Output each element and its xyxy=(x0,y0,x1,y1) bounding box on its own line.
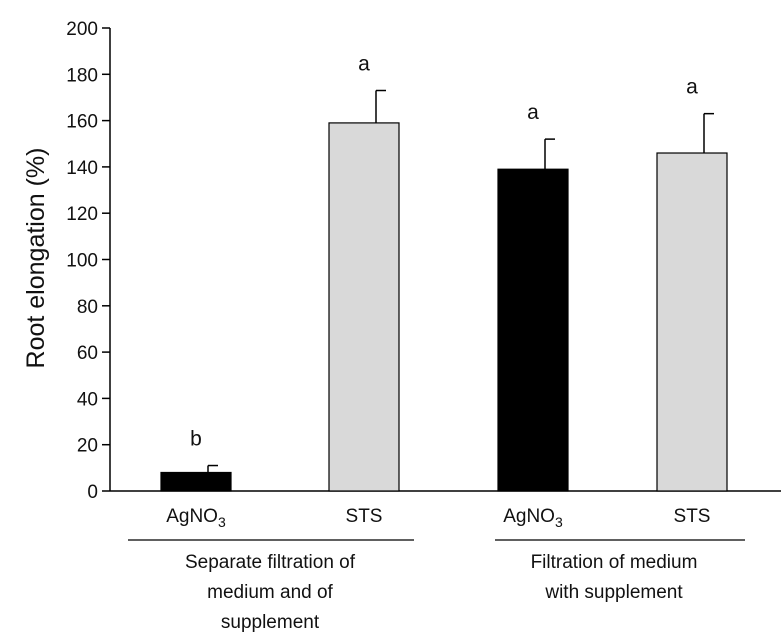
category-label: AgNO3 xyxy=(503,506,563,530)
y-tick-label: 20 xyxy=(77,436,98,457)
bar xyxy=(328,122,400,492)
y-axis-title: Root elongation (%) xyxy=(22,148,50,369)
bar xyxy=(656,152,728,492)
y-axis: 0 20 40 60 80 100 120 140 160 180 200 xyxy=(66,19,111,503)
y-tick-label: 80 xyxy=(77,297,98,318)
bar xyxy=(497,168,569,492)
y-tick-label: 180 xyxy=(66,65,98,86)
group-label-line: supplement xyxy=(221,612,320,633)
category-label-main: STS xyxy=(674,506,711,527)
y-tick-label: 160 xyxy=(66,112,98,133)
y-tick-label: 100 xyxy=(66,251,98,272)
category-label: AgNO3 xyxy=(166,506,226,530)
category-labels: AgNO3 STS AgNO3 STS xyxy=(166,506,710,530)
group-label-line: medium and of xyxy=(207,582,333,603)
group-label-line: with supplement xyxy=(544,582,683,603)
y-tick-label: 120 xyxy=(66,204,98,225)
significance-label: a xyxy=(358,53,370,76)
bars: b a a a xyxy=(160,53,728,492)
category-label-main: AgNO xyxy=(166,506,218,527)
category-label-main: AgNO xyxy=(503,506,555,527)
significance-label: a xyxy=(686,76,698,99)
category-label: STS xyxy=(674,506,711,527)
bar xyxy=(160,471,232,492)
y-tick-label: 200 xyxy=(66,19,98,40)
y-tick-label: 0 xyxy=(87,482,98,503)
significance-label: b xyxy=(190,428,202,451)
group-label-line: Separate filtration of xyxy=(185,552,356,573)
significance-label: a xyxy=(527,101,539,124)
category-label: STS xyxy=(346,506,383,527)
category-label-subscript: 3 xyxy=(555,514,563,530)
y-tick-label: 40 xyxy=(77,389,98,410)
category-label-main: STS xyxy=(346,506,383,527)
y-tick-label: 140 xyxy=(66,158,98,179)
group-label-line: Filtration of medium xyxy=(531,552,698,573)
group-labels: Separate filtration of medium and of suppl… xyxy=(128,539,745,633)
y-tick-label: 60 xyxy=(77,343,98,364)
category-label-subscript: 3 xyxy=(218,514,226,530)
